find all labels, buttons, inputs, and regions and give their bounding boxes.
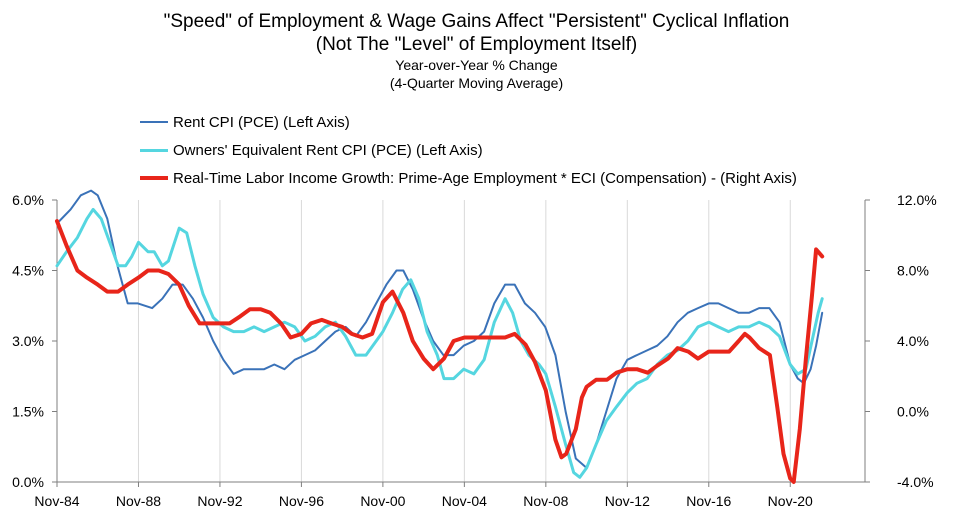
legend-swatch-rent-cpi	[140, 121, 168, 123]
x-tick-label: Nov-16	[686, 493, 731, 509]
x-tick-label: Nov-84	[34, 493, 79, 509]
x-tick-label: Nov-08	[523, 493, 568, 509]
y-right-tick-label: 0.0%	[897, 404, 929, 420]
legend-item-oer-cpi: Owners' Equivalent Rent CPI (PCE) (Left …	[140, 136, 797, 164]
legend-item-rent-cpi: Rent CPI (PCE) (Left Axis)	[140, 108, 797, 136]
y-left-tick-label: 3.0%	[12, 333, 44, 349]
y-right-tick-label: 12.0%	[897, 192, 937, 208]
legend-label-rent-cpi: Rent CPI (PCE) (Left Axis)	[173, 113, 350, 131]
y-left-tick-label: 0.0%	[12, 474, 44, 490]
x-tick-label: Nov-88	[116, 493, 161, 509]
x-tick-label: Nov-12	[605, 493, 650, 509]
chart-smoothing-note: (4-Quarter Moving Average)	[389, 75, 564, 91]
series-line-oer-cpi	[55, 207, 824, 479]
chart-ylabel-note: Year-over-Year % Change	[395, 57, 558, 73]
series-line-rent-cpi	[56, 189, 824, 469]
chart-subtitle: (Not The "Level" of Employment Itself)	[315, 34, 638, 55]
y-left-tick-label: 1.5%	[12, 404, 44, 420]
legend-label-labor-income: Real-Time Labor Income Growth: Prime-Age…	[173, 169, 797, 187]
legend-item-labor-income: Real-Time Labor Income Growth: Prime-Age…	[140, 164, 797, 192]
x-tick-label: Nov-20	[768, 493, 813, 509]
x-tick-label: Nov-96	[279, 493, 324, 509]
y-left-tick-label: 6.0%	[12, 192, 44, 208]
x-tick-label: Nov-04	[442, 493, 487, 509]
chart-title: "Speed" of Employment & Wage Gains Affec…	[163, 11, 790, 32]
x-tick-label: Nov-92	[197, 493, 242, 509]
y-left-tick-label: 4.5%	[12, 263, 44, 279]
title-block: "Speed" of Employment & Wage Gains Affec…	[0, 10, 953, 92]
x-tick-label: Nov-00	[360, 493, 405, 509]
legend: Rent CPI (PCE) (Left Axis) Owners' Equiv…	[140, 108, 797, 192]
legend-swatch-labor-income	[140, 176, 168, 180]
y-right-tick-label: 4.0%	[897, 333, 929, 349]
legend-swatch-oer-cpi	[140, 148, 168, 152]
legend-label-oer-cpi: Owners' Equivalent Rent CPI (PCE) (Left …	[173, 141, 483, 159]
y-right-tick-label: -4.0%	[897, 474, 934, 490]
y-right-tick-label: 8.0%	[897, 263, 929, 279]
series-line-labor-income	[55, 219, 825, 484]
